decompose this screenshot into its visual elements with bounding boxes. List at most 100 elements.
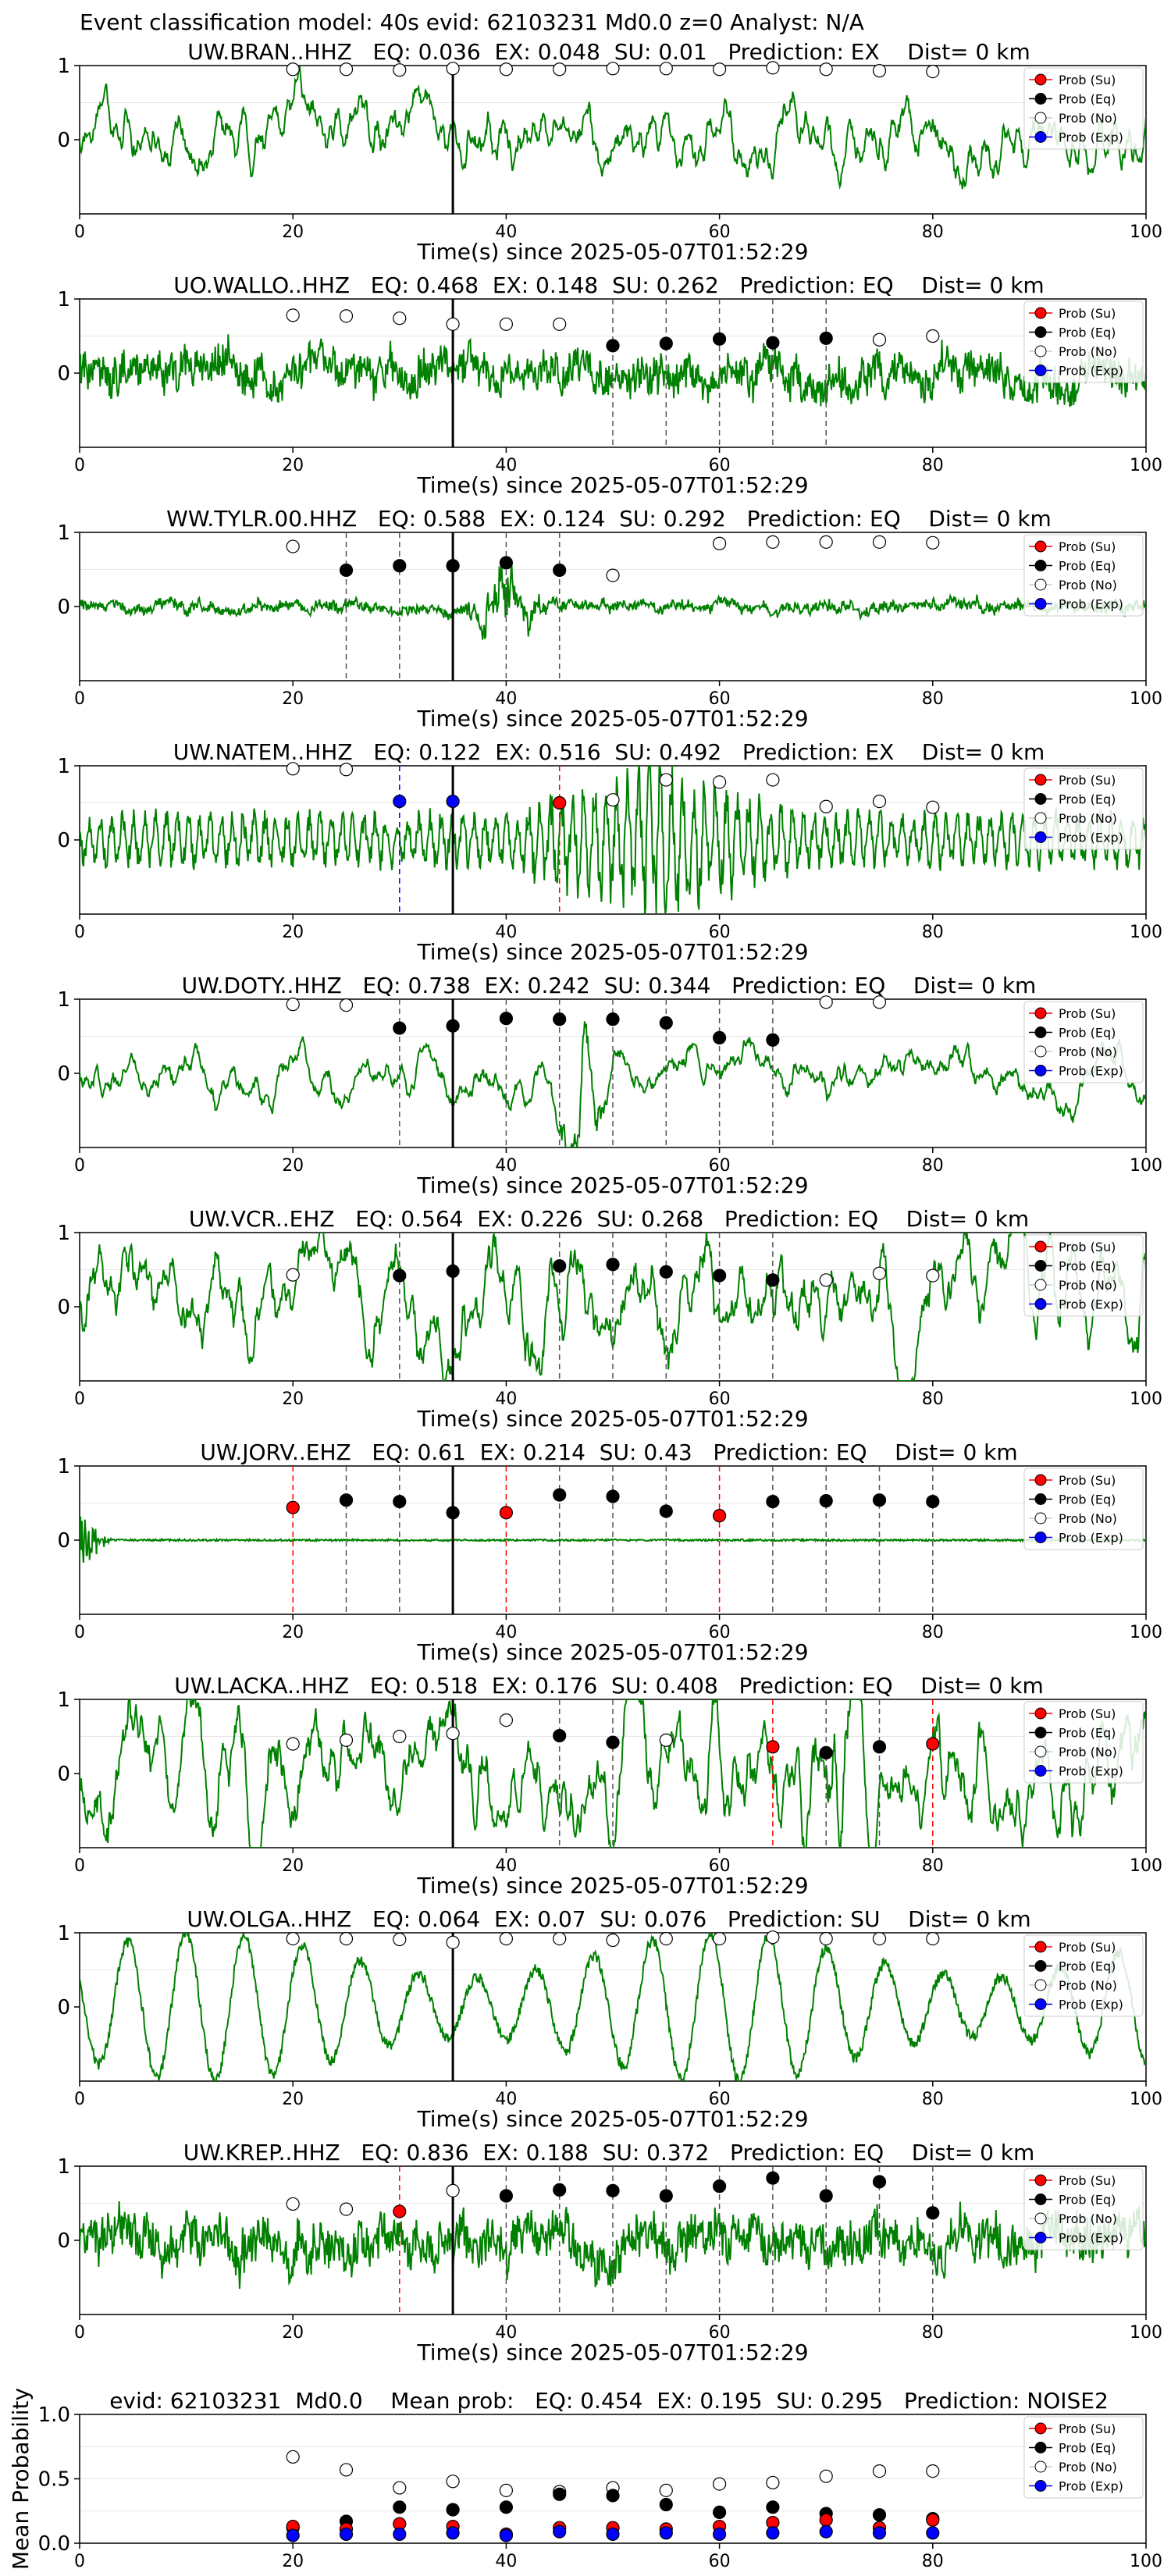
panel-title: UW.DOTY..HHZ EQ: 0.738 EX: 0.242 SU: 0.3… bbox=[182, 973, 1037, 998]
prob-point-probno bbox=[393, 1729, 407, 1744]
legend-marker bbox=[1034, 812, 1047, 824]
prob-point-probeq bbox=[393, 1021, 407, 1035]
prob-point-probno bbox=[286, 62, 300, 76]
prob-point-probno bbox=[926, 1268, 940, 1283]
legend-marker bbox=[1034, 93, 1047, 105]
x-tick-label: 100 bbox=[1130, 1856, 1162, 1876]
x-tick-label: 40 bbox=[495, 222, 517, 242]
legend-label: Prob (No) bbox=[1059, 1511, 1117, 1526]
legend-label: Prob (Eq) bbox=[1059, 326, 1116, 340]
waveform-group bbox=[80, 1699, 1146, 1848]
prob-point-probsu bbox=[926, 2513, 940, 2527]
prob-point-probeq bbox=[606, 1012, 620, 1026]
prob-point-probeq bbox=[393, 2500, 407, 2514]
prob-point-probsu bbox=[393, 2204, 407, 2218]
prob-point-probno bbox=[339, 763, 354, 777]
station-panel-2: UO.WALLO..HHZ EQ: 0.468 EX: 0.148 SU: 0.… bbox=[57, 272, 1162, 498]
x-tick-label: 80 bbox=[922, 1156, 944, 1176]
prob-point-probeq bbox=[339, 1493, 354, 1507]
prob-point-probno bbox=[446, 1727, 460, 1741]
prob-point-probexp bbox=[926, 2526, 940, 2540]
panel-title: UW.JORV..EHZ EQ: 0.61 EX: 0.214 SU: 0.43… bbox=[200, 1439, 1017, 1465]
x-tick-label: 40 bbox=[495, 1156, 517, 1176]
plot-frame bbox=[79, 65, 1147, 215]
x-axis-label: Time(s) since 2025-05-07T01:52:29 bbox=[416, 1172, 808, 1198]
prob-point-probno bbox=[553, 1932, 567, 1946]
prob-point-probno bbox=[286, 2197, 300, 2211]
prob-point-probno bbox=[339, 2202, 354, 2216]
prob-point-probexp bbox=[393, 794, 407, 809]
x-tick-label: 40 bbox=[495, 2552, 517, 2571]
panel-title: evid: 62103231 Md0.0 Mean prob: EQ: 0.45… bbox=[109, 2388, 1109, 2414]
legend-marker bbox=[1034, 560, 1047, 571]
legend-label: Prob (Eq) bbox=[1059, 792, 1116, 807]
legend-label: Prob (Exp) bbox=[1059, 1764, 1123, 1779]
waveform-group bbox=[80, 1933, 1146, 2081]
prob-point-probeq bbox=[659, 336, 673, 350]
legend-marker bbox=[1034, 1298, 1047, 1310]
prob-point-probeq bbox=[499, 1012, 514, 1026]
legend-label: Prob (Eq) bbox=[1059, 559, 1116, 574]
waveform-group bbox=[80, 766, 1146, 914]
panel-title: UW.KREP..HHZ EQ: 0.836 EX: 0.188 SU: 0.3… bbox=[183, 2140, 1035, 2165]
prob-point-probeq bbox=[606, 1258, 620, 1272]
prob-point-probsu bbox=[286, 1500, 300, 1514]
legend-marker bbox=[1034, 2174, 1047, 2186]
prob-point-probno bbox=[819, 2469, 833, 2483]
x-tick-label: 100 bbox=[1130, 2090, 1162, 2109]
prob-point-probeq bbox=[606, 1489, 620, 1503]
prob-point-probeq bbox=[606, 2489, 620, 2503]
prob-point-probno bbox=[659, 773, 673, 787]
prob-point-probno bbox=[286, 762, 300, 776]
y-tick-label: 0 bbox=[57, 2229, 70, 2253]
x-tick-label: 0 bbox=[74, 1623, 85, 1642]
prob-point-probeq bbox=[553, 563, 567, 578]
y-tick-label: 1 bbox=[57, 55, 70, 78]
y-tick-label: 1 bbox=[57, 521, 70, 545]
panel-title: UW.NATEM..HHZ EQ: 0.122 EX: 0.516 SU: 0.… bbox=[173, 739, 1045, 765]
legend-marker bbox=[1034, 831, 1047, 843]
prob-point-probno bbox=[819, 1932, 833, 1946]
panel-title: WW.TYLR.00.HHZ EQ: 0.588 EX: 0.124 SU: 0… bbox=[166, 506, 1052, 532]
prob-point-probeq bbox=[766, 1273, 780, 1287]
panel-title: UW.BRAN..HHZ EQ: 0.036 EX: 0.048 SU: 0.0… bbox=[187, 39, 1030, 65]
prob-point-probeq bbox=[819, 331, 833, 345]
prob-point-probno bbox=[766, 1930, 780, 1944]
panel-title: UW.VCR..EHZ EQ: 0.564 EX: 0.226 SU: 0.26… bbox=[189, 1206, 1029, 1232]
legend-label: Prob (Su) bbox=[1059, 2421, 1116, 2436]
prob-point-probeq bbox=[766, 1494, 780, 1509]
x-axis-label: Time(s) since 2025-05-07T01:52:29 bbox=[416, 2106, 808, 2132]
prob-point-probeq bbox=[712, 2505, 727, 2519]
prob-point-probexp bbox=[393, 2527, 407, 2542]
x-tick-label: 60 bbox=[709, 2552, 731, 2571]
x-tick-label: 60 bbox=[709, 1389, 731, 1409]
prob-point-probeq bbox=[659, 2189, 673, 2203]
prob-point-probeq bbox=[766, 2171, 780, 2185]
prob-point-probno bbox=[659, 62, 673, 76]
prob-point-probno bbox=[659, 1932, 673, 1946]
prob-point-probno bbox=[446, 2475, 460, 2489]
y-tick-label: 1 bbox=[57, 288, 70, 311]
prob-point-probno bbox=[606, 62, 620, 76]
legend-label: Prob (Exp) bbox=[1059, 2231, 1123, 2246]
station-panel-4: UW.NATEM..HHZ EQ: 0.122 EX: 0.516 SU: 0.… bbox=[57, 739, 1162, 965]
x-tick-label: 40 bbox=[495, 2323, 517, 2343]
legend-marker bbox=[1034, 1960, 1047, 1972]
prob-point-probno bbox=[286, 1932, 300, 1946]
x-tick-label: 20 bbox=[282, 689, 304, 709]
x-axis-label: Time(s) since 2025-05-07T01:52:29 bbox=[416, 706, 808, 731]
legend-box bbox=[1023, 1934, 1144, 2017]
x-tick-label: 0 bbox=[74, 923, 85, 942]
x-tick-label: 20 bbox=[282, 2090, 304, 2109]
legend-marker bbox=[1034, 1979, 1047, 1991]
legend-label: Prob (Exp) bbox=[1059, 1297, 1123, 1312]
prob-point-probno bbox=[766, 2475, 780, 2490]
waveform-group bbox=[80, 1516, 1146, 1564]
legend-label: Prob (Su) bbox=[1059, 1006, 1116, 1021]
legend-label: Prob (Exp) bbox=[1059, 1531, 1123, 1546]
prob-point-probeq bbox=[819, 1745, 833, 1759]
prob-point-probno bbox=[446, 1935, 460, 1949]
y-tick-label: 1 bbox=[57, 1455, 70, 1478]
legend-label: Prob (No) bbox=[1059, 578, 1117, 592]
x-tick-label: 80 bbox=[922, 2552, 944, 2571]
